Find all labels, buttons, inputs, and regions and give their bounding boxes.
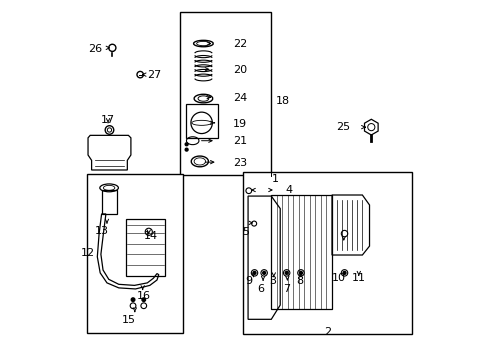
- Text: 1: 1: [271, 174, 279, 184]
- Text: 11: 11: [351, 273, 365, 283]
- Text: 17: 17: [101, 115, 115, 125]
- Bar: [271, 195, 331, 309]
- Text: 18: 18: [275, 96, 289, 107]
- Bar: [185, 104, 217, 138]
- Text: 13: 13: [94, 226, 108, 236]
- Text: 6: 6: [257, 284, 264, 294]
- Text: 10: 10: [331, 273, 346, 283]
- Text: 3: 3: [269, 276, 276, 286]
- Text: 23: 23: [233, 158, 247, 168]
- Text: 22: 22: [233, 39, 247, 49]
- Text: 24: 24: [233, 93, 247, 103]
- Bar: [180, 12, 271, 175]
- Text: 26: 26: [88, 44, 102, 54]
- Circle shape: [343, 271, 345, 274]
- Text: 14: 14: [143, 231, 158, 242]
- Text: 5: 5: [242, 227, 249, 237]
- Text: 2: 2: [323, 327, 330, 337]
- Circle shape: [142, 298, 145, 301]
- Circle shape: [185, 143, 188, 146]
- Circle shape: [262, 271, 265, 274]
- Bar: [242, 172, 411, 334]
- Bar: [86, 174, 183, 333]
- Circle shape: [185, 148, 188, 151]
- Text: 4: 4: [285, 185, 292, 195]
- Circle shape: [253, 271, 255, 274]
- Text: 27: 27: [147, 69, 161, 80]
- Text: 21: 21: [233, 136, 247, 147]
- Circle shape: [131, 298, 135, 301]
- Text: 8: 8: [296, 276, 303, 286]
- Text: 9: 9: [244, 276, 252, 286]
- Text: 16: 16: [137, 291, 150, 301]
- Text: 15: 15: [121, 315, 135, 325]
- Bar: [125, 219, 165, 276]
- Circle shape: [285, 271, 287, 274]
- Text: 7: 7: [283, 284, 289, 294]
- Text: 25: 25: [335, 122, 349, 132]
- Bar: [102, 190, 116, 214]
- Text: 19: 19: [233, 118, 247, 129]
- Circle shape: [299, 271, 302, 274]
- Text: 20: 20: [233, 65, 247, 75]
- Text: 12: 12: [81, 248, 95, 258]
